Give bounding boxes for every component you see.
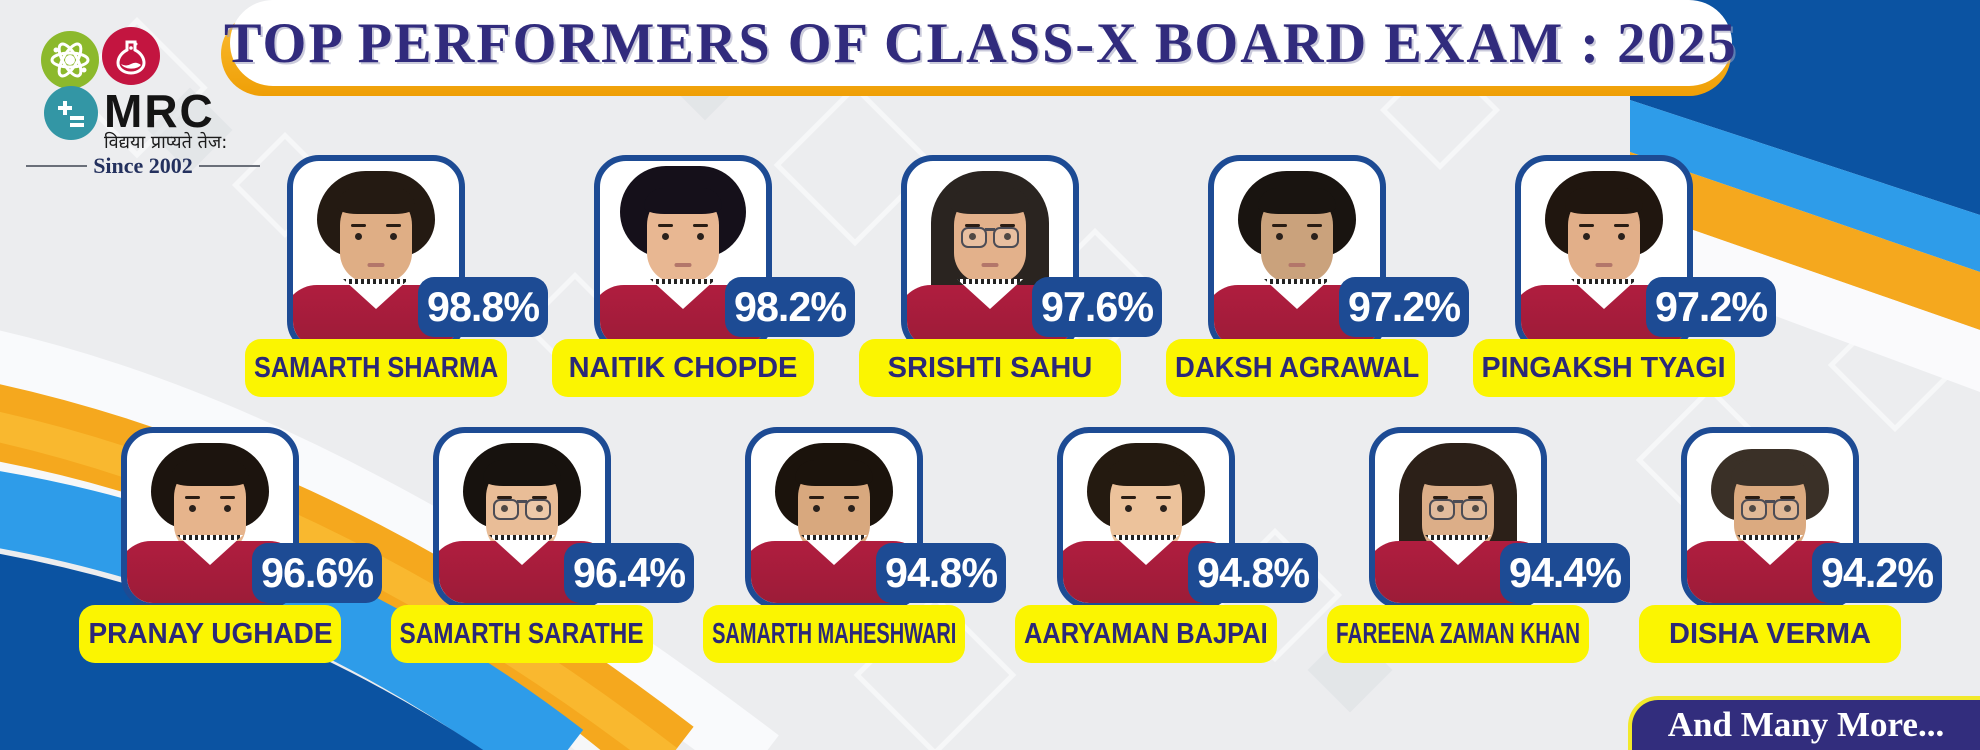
student-card: 98.8% SAMARTH SHARMA bbox=[245, 155, 548, 397]
score-badge: 96.4% bbox=[564, 543, 694, 603]
score-badge: 97.6% bbox=[1032, 277, 1162, 337]
student-avatar bbox=[1521, 161, 1687, 347]
logo-tagline: विद्यया प्राप्यते तेज: bbox=[104, 132, 228, 153]
atom-icon bbox=[41, 31, 99, 89]
student-name-label: NAITIK CHOPDE bbox=[552, 339, 814, 397]
student-name-label: SAMARTH SHARMA bbox=[245, 339, 507, 397]
student-name-label: SAMARTH SARATHE bbox=[391, 605, 653, 663]
student-avatar bbox=[907, 161, 1073, 347]
student-card: 97.2% DAKSH AGRAWAL bbox=[1166, 155, 1469, 397]
title-banner: TOP PERFORMERS OF CLASS-X BOARD EXAM : 2… bbox=[224, 0, 1736, 86]
student-card: 94.4% FAREENA ZAMAN KHAN bbox=[1327, 427, 1630, 663]
score-badge: 98.8% bbox=[418, 277, 548, 337]
score-badge: 94.8% bbox=[1188, 543, 1318, 603]
flask-icon bbox=[102, 27, 160, 85]
divider bbox=[198, 165, 260, 167]
student-card: 98.2% NAITIK CHOPDE bbox=[552, 155, 855, 397]
student-photo bbox=[1681, 427, 1859, 609]
and-many-more-banner: And Many More... bbox=[1628, 696, 1980, 750]
student-card: 94.8% SAMARTH MAHESHWARI bbox=[703, 427, 1006, 663]
math-plus-equals-icon bbox=[44, 86, 98, 140]
student-card: 96.4% SAMARTH SARATHE bbox=[391, 427, 694, 663]
student-avatar bbox=[1687, 433, 1853, 603]
page-title: TOP PERFORMERS OF CLASS-X BOARD EXAM : 2… bbox=[224, 11, 1738, 75]
logo-wordmark: MRC bbox=[104, 85, 215, 137]
glasses-icon bbox=[490, 499, 554, 521]
score-badge: 98.2% bbox=[725, 277, 855, 337]
students-row-2: 96.6% PRANAY UGHADE 96.4% SAMARTH SARATH… bbox=[0, 427, 1980, 663]
student-card: 97.2% PINGAKSH TYAGI bbox=[1473, 155, 1776, 397]
mrc-logo: MRC विद्यया प्राप्यते तेज: Since 2002 bbox=[8, 22, 260, 190]
student-card: 97.6% SRISHTI SAHU bbox=[859, 155, 1162, 397]
student-name-label: FAREENA ZAMAN KHAN bbox=[1327, 605, 1589, 663]
glasses-icon bbox=[958, 227, 1022, 249]
student-photo bbox=[594, 155, 772, 353]
student-name-label: AARYAMAN BAJPAI bbox=[1015, 605, 1277, 663]
since-label: Since 2002 bbox=[93, 153, 193, 178]
score-badge: 94.2% bbox=[1812, 543, 1942, 603]
student-name-label: PRANAY UGHADE bbox=[79, 605, 341, 663]
student-name-label: PINGAKSH TYAGI bbox=[1473, 339, 1735, 397]
score-badge: 96.6% bbox=[252, 543, 382, 603]
student-photo bbox=[1369, 427, 1547, 609]
students-row-1: 98.8% SAMARTH SHARMA 98.2% NAITIK CHOPDE bbox=[0, 155, 1980, 397]
student-avatar bbox=[600, 161, 766, 347]
score-badge: 97.2% bbox=[1339, 277, 1469, 337]
student-name-label: DISHA VERMA bbox=[1639, 605, 1901, 663]
glasses-icon bbox=[1426, 499, 1490, 521]
student-photo bbox=[901, 155, 1079, 353]
logo-since: Since 2002 bbox=[26, 153, 260, 179]
student-card: 94.8% AARYAMAN BAJPAI bbox=[1015, 427, 1318, 663]
score-badge: 97.2% bbox=[1646, 277, 1776, 337]
student-avatar bbox=[1375, 433, 1541, 603]
student-name-label: SRISHTI SAHU bbox=[859, 339, 1121, 397]
score-badge: 94.4% bbox=[1500, 543, 1630, 603]
student-name-label: DAKSH AGRAWAL bbox=[1166, 339, 1428, 397]
student-name-label: SAMARTH MAHESHWARI bbox=[703, 605, 965, 663]
divider bbox=[26, 165, 88, 167]
glasses-icon bbox=[1738, 499, 1802, 521]
score-badge: 94.8% bbox=[876, 543, 1006, 603]
student-card: 94.2% DISHA VERMA bbox=[1639, 427, 1942, 663]
student-card: 96.6% PRANAY UGHADE bbox=[79, 427, 382, 663]
